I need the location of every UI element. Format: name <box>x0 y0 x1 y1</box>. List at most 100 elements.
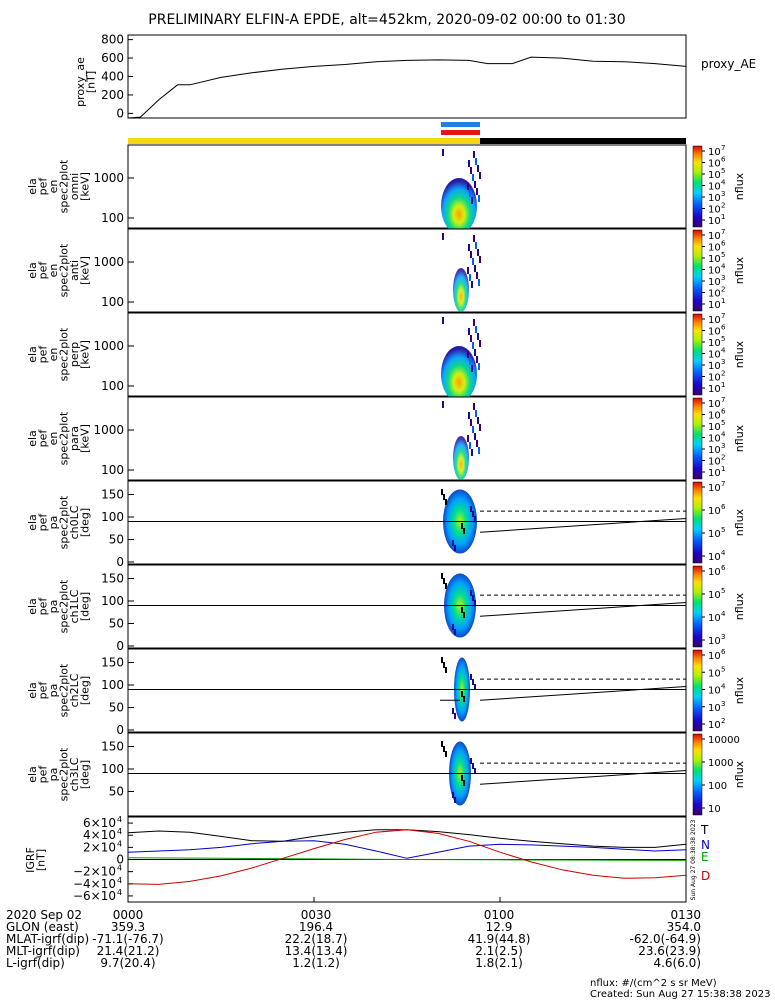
panel-2-spectrum-speck <box>470 251 472 258</box>
panel-7-ytick-label: 50 <box>109 701 124 715</box>
proxy-ae-frame <box>127 34 687 119</box>
proxy-ae-ytick-label: 0 <box>116 106 124 120</box>
panel-7-pa-speck <box>443 662 445 668</box>
ylabel-line: ela <box>26 430 39 447</box>
panel-1-spectrum-speck <box>474 181 476 188</box>
panel-4-spectrum-speck <box>469 442 471 449</box>
ylabel-line: ch2LC <box>68 673 81 707</box>
panel-4-cbar-tick-label: 10 <box>708 468 721 479</box>
panel-1-spectrum-speck <box>478 195 480 202</box>
panel-5-ytick-label: 100 <box>101 510 124 524</box>
panel-2-cbar-tick-exponent: 1 <box>721 297 725 305</box>
panel-5-frame <box>127 480 687 565</box>
panel-2-cbar-label: nflux <box>733 256 746 284</box>
proxy-ae-ytick-label: 400 <box>101 70 124 84</box>
panel-2-spectrum-speck <box>478 279 480 286</box>
panel-7-pa-speck <box>474 684 476 690</box>
panel-3-cbar-tick-exponent: 7 <box>721 312 725 320</box>
panel-5-pa-speck <box>474 516 476 522</box>
footer-cell: 9.7(20.4) <box>100 956 156 970</box>
panel-8-colorbar <box>692 733 703 816</box>
footer-cell: 12.9 <box>485 920 513 934</box>
flag-blue <box>441 122 480 127</box>
panel-4-spectrum-speck <box>474 433 476 440</box>
ylabel-line: anti <box>68 260 81 281</box>
ylabel-line: [nT] <box>34 849 47 871</box>
ylabel-line: pa <box>47 516 60 530</box>
ylabel-line: pef <box>36 345 49 364</box>
proxy-ae-ylabel: proxy_ae[nT] <box>74 57 98 107</box>
footer-cell: 0000 <box>112 908 144 922</box>
panel-1-spectrum-speck <box>475 158 477 165</box>
panel-1-spectrum-speck <box>473 151 475 158</box>
panel-6-cbar-tick-label: 10 <box>708 613 721 624</box>
panel-2-colorbar <box>692 229 703 312</box>
panel-2-cbar-tick-label: 10 <box>708 266 721 277</box>
panel-6-cbar-tick-exponent: 5 <box>721 587 725 595</box>
panel-7-pa-speck <box>461 691 463 697</box>
igrf-legend-N: N <box>701 838 710 852</box>
panel-7-cbar-label: nflux <box>733 676 746 704</box>
igrf-line-D <box>127 829 687 885</box>
panel-3-ytick-label: 100 <box>101 379 124 393</box>
footer-row-label: GLON (east) <box>6 920 79 934</box>
panel-1-spectrum-speck <box>471 197 473 204</box>
ylabel-line: ch0LC <box>68 505 81 539</box>
igrf-ytick-label: 4×10 <box>83 828 116 842</box>
ylabel-line: pef <box>36 429 49 448</box>
panel-4-ytick-label: 100 <box>101 463 124 477</box>
igrf-line-E <box>127 857 687 861</box>
panel-3-cbar-tick-exponent: 6 <box>721 324 726 332</box>
igrf-ytick-exponent: 4 <box>117 839 122 848</box>
panel-2-cbar-label-group: nflux <box>733 256 746 284</box>
panel-8-pa-speck <box>463 780 465 786</box>
panel-1-cbar-tick-label: 10 <box>708 170 721 181</box>
panel-3-cbar-tick-exponent: 3 <box>721 358 725 366</box>
panel-3-cbar-tick-label: 10 <box>708 361 721 372</box>
panel-2-ytick-label: 1000 <box>93 255 124 269</box>
panel-6-ytick-label: 50 <box>109 617 124 631</box>
ylabel-line: ch1LC <box>68 589 81 623</box>
panel-3-cbar-tick-label: 10 <box>708 384 721 395</box>
panel-4-cbar-label: nflux <box>733 424 746 452</box>
panel-1-spectrum-speck <box>477 165 479 172</box>
panel-4-ytick-label: 1000 <box>93 423 124 437</box>
igrf-ytick-label: −4×10 <box>73 877 116 891</box>
flag-red <box>441 130 480 135</box>
ylabel-line: [deg] <box>78 676 91 705</box>
panel-6-pa-speck <box>470 590 472 596</box>
panel-8-pa-speck <box>452 792 454 798</box>
panel-1-cbar-label: nflux <box>733 172 746 200</box>
panel-6-colorbar <box>692 565 703 648</box>
igrf-ytick-label: 2×10 <box>83 840 116 854</box>
panel-6-ytick-label: 100 <box>101 594 124 608</box>
ylabel-line: perp <box>68 342 81 367</box>
panel-6-pa-speck <box>445 583 447 589</box>
panel-3-spectrum-speck <box>471 365 473 372</box>
panel-3-spectrum-speck <box>474 349 476 356</box>
panel-8-pa-speck <box>445 751 447 757</box>
panel-1-spectrum-speck <box>470 167 472 174</box>
panel-2-spectrum-speck <box>467 267 469 274</box>
panel-8-frame <box>127 732 687 817</box>
panel-3-spectrum-speck <box>468 328 470 335</box>
panel-3-spectrum-speck <box>477 333 479 340</box>
panel-2-cbar-tick-label: 10 <box>708 277 721 288</box>
panel-6-cbar-tick-exponent: 3 <box>721 633 725 641</box>
panel-3-cbar-tick-label: 10 <box>708 350 721 361</box>
footer-cell: 21.4(21.2) <box>96 944 160 958</box>
footer-cell: 1.8(2.1) <box>475 956 523 970</box>
ylabel-line: [keV] <box>78 424 91 453</box>
ylabel-line: pef <box>36 513 49 532</box>
panel-4-spectrum-speck <box>473 403 475 410</box>
panel-3-cbar-tick-exponent: 5 <box>721 335 725 343</box>
panel-2-spectrum-speck <box>477 249 479 256</box>
igrf-legend-T: T <box>700 823 709 837</box>
ylabel-line: ela <box>26 766 39 783</box>
